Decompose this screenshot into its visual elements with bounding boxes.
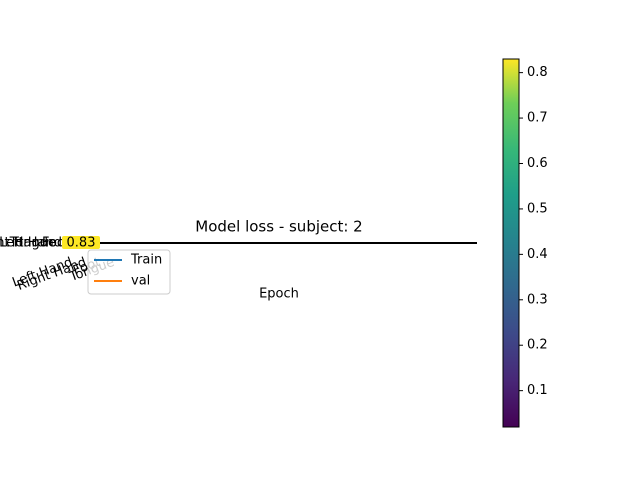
colorbar-tick-label: 0.3: [527, 292, 548, 307]
x-axis-label: Epoch: [259, 287, 299, 302]
heatmap-cell: [62, 236, 100, 249]
colorbar: [502, 58, 520, 428]
y-tick-label: Tongue: [9, 236, 56, 251]
colorbar-tick-label: 0.8: [527, 65, 548, 80]
legend-label: Train: [130, 253, 162, 268]
colorbar-tick-label: 0.2: [527, 338, 548, 353]
colorbar-tick-label: 0.6: [527, 156, 548, 171]
colorbar-tick-label: 0.7: [527, 111, 548, 126]
chart-title: Model loss - subject: 2: [195, 218, 362, 236]
y-tick-label: Left Hand: [0, 236, 62, 251]
cell-label: 0.83: [67, 236, 96, 251]
colorbar-tick-label: 0.5: [527, 201, 548, 216]
legend-label: val: [131, 274, 150, 289]
colorbar-tick-label: 0.1: [527, 383, 548, 398]
colorbar-tick-label: 0.4: [527, 247, 548, 262]
y-tick-label: Right Hand: [0, 236, 48, 251]
